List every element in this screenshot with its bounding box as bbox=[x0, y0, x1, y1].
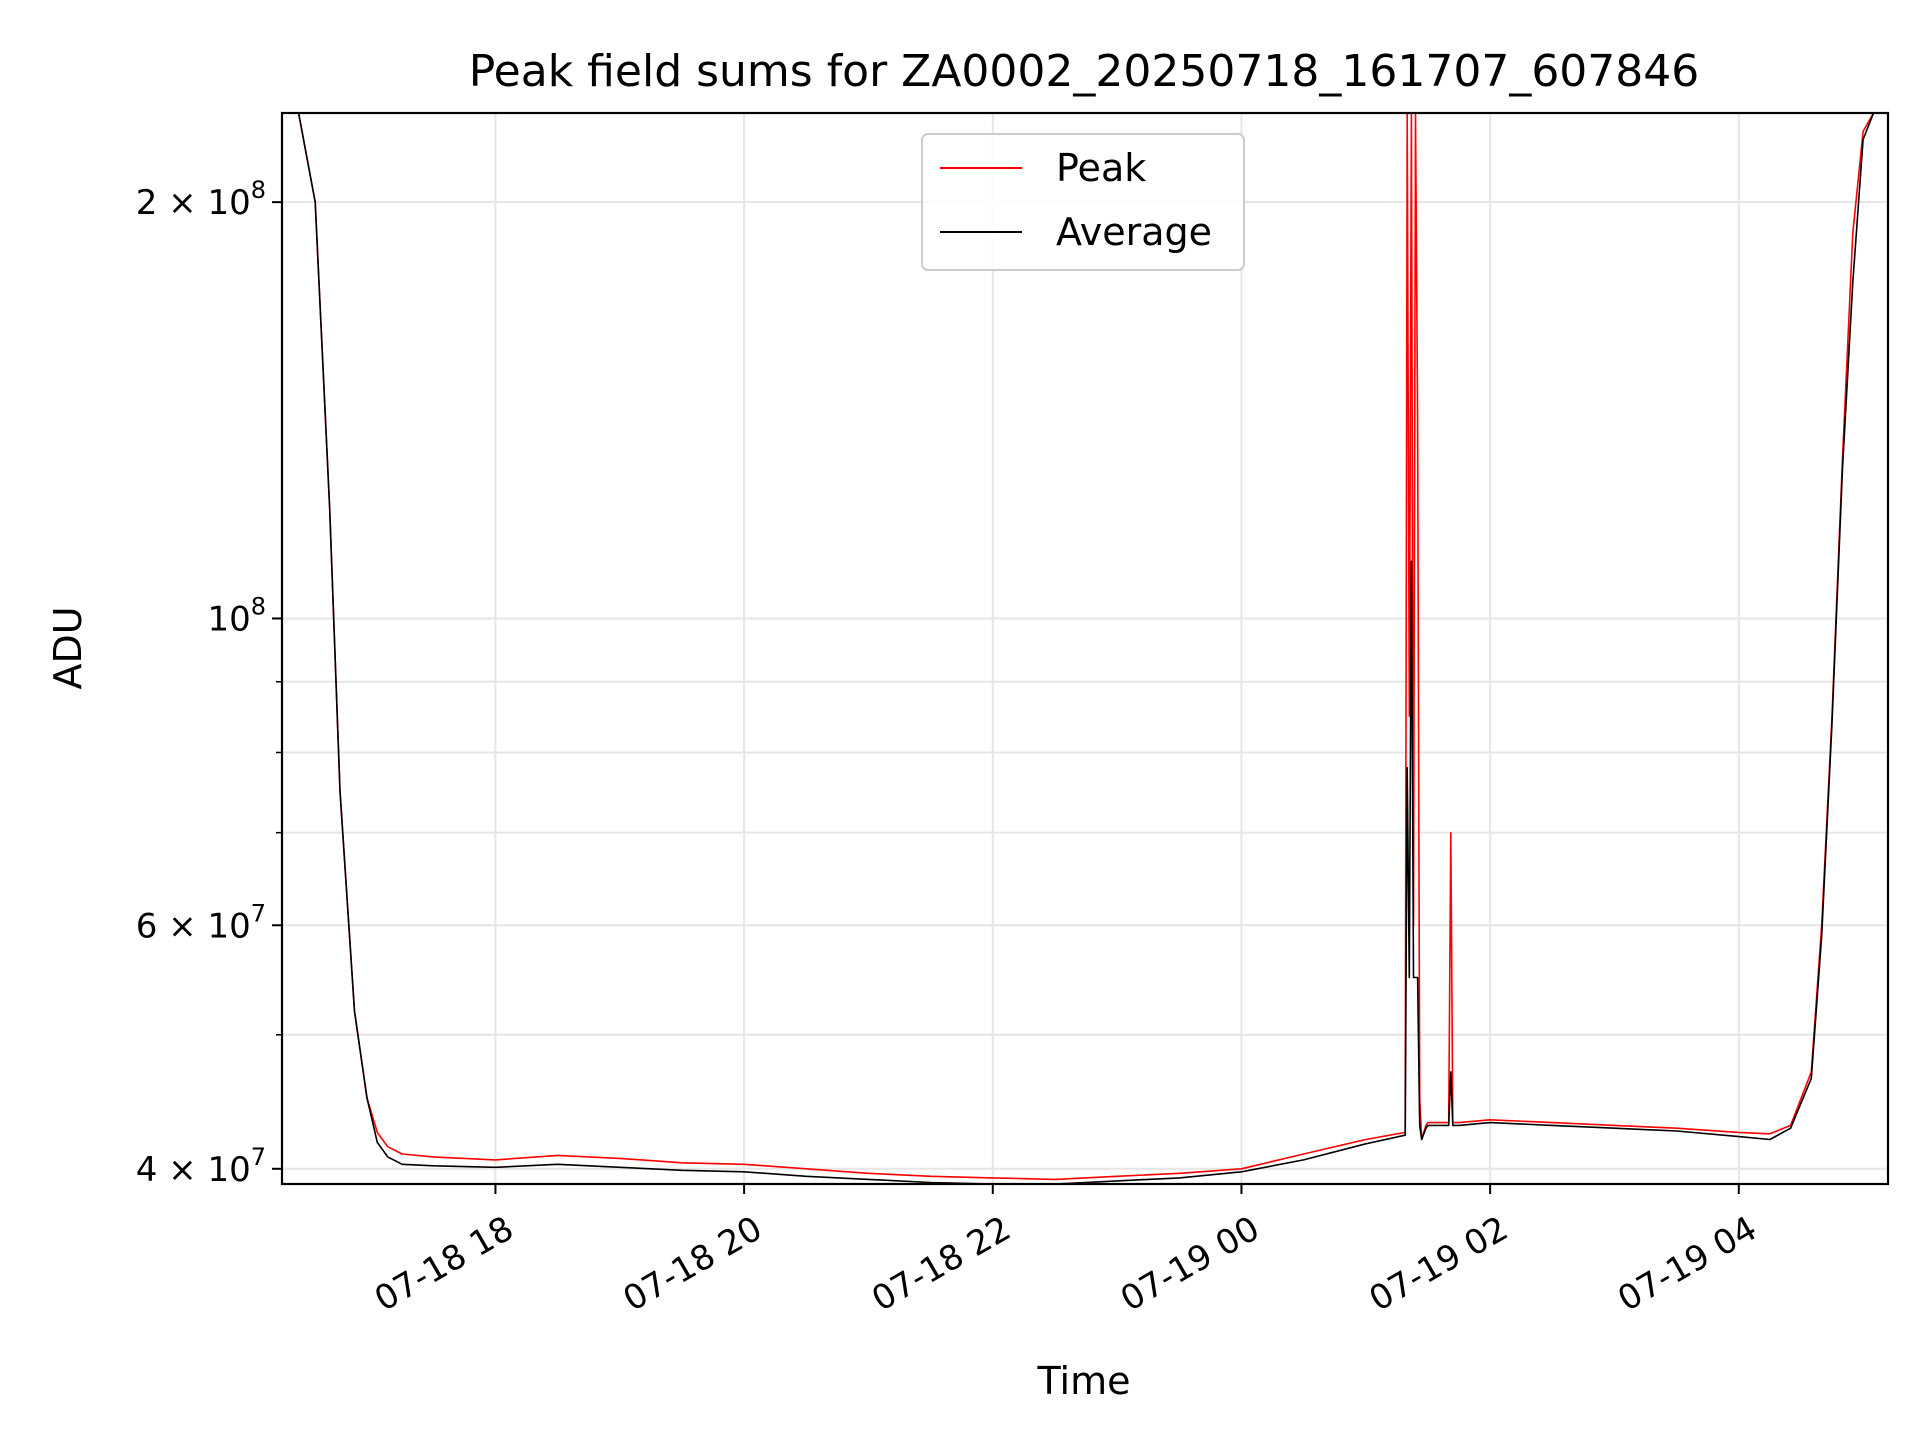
y-axis-label: ADU bbox=[46, 606, 90, 689]
x-tick-label: 07-18 22 bbox=[865, 1209, 1017, 1320]
chart-title: Peak field sums for ZA0002_20250718_1617… bbox=[469, 46, 1700, 97]
y-tick-label: 108 bbox=[207, 592, 266, 639]
x-axis-label: Time bbox=[1037, 1359, 1131, 1403]
y-tick-label-exponent: 8 bbox=[251, 176, 266, 204]
legend: Peak Average bbox=[921, 133, 1245, 271]
series-layer bbox=[282, 113, 1888, 1184]
x-tick-label: 07-18 18 bbox=[368, 1209, 520, 1320]
y-tick-label-exponent: 7 bbox=[251, 899, 266, 927]
series-line-average bbox=[282, 113, 1888, 1184]
grid bbox=[282, 113, 1888, 1184]
x-tick-label: 07-18 20 bbox=[617, 1209, 769, 1320]
legend-label-average: Average bbox=[1056, 210, 1212, 254]
y-tick-label-exponent: 7 bbox=[251, 1143, 266, 1171]
x-axis: 07-18 18 07-18 20 07-18 22 07-19 00 07-19 02… bbox=[368, 1184, 1764, 1320]
y-tick-label-base: 4 × 10 bbox=[136, 1150, 251, 1190]
series-line-peak bbox=[282, 113, 1888, 1181]
plot-frame bbox=[280, 111, 1890, 1186]
y-tick-label: 2 × 108 bbox=[136, 176, 266, 223]
y-tick-label-base: 2 × 10 bbox=[136, 183, 251, 223]
x-tick-label: 07-19 00 bbox=[1114, 1209, 1266, 1320]
y-tick-label-exponent: 8 bbox=[251, 592, 266, 620]
x-tick-label: 07-19 02 bbox=[1363, 1209, 1515, 1320]
y-tick-label-base: 10 bbox=[207, 599, 250, 639]
x-tick-label: 07-19 04 bbox=[1611, 1209, 1763, 1320]
y-tick-label-base: 6 × 10 bbox=[136, 906, 251, 946]
y-tick-label: 6 × 107 bbox=[136, 899, 266, 946]
y-tick-label: 4 × 107 bbox=[136, 1143, 266, 1190]
legend-label-peak: Peak bbox=[1056, 146, 1146, 190]
